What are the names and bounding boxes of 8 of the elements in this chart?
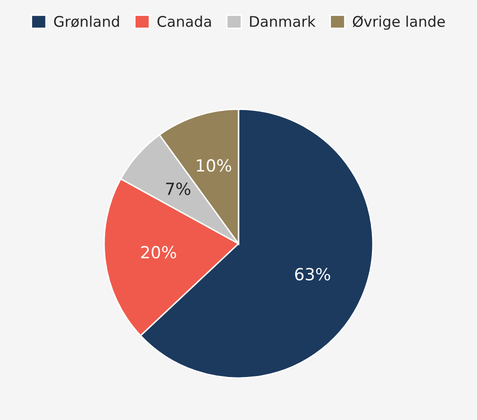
legend-label: Canada <box>158 16 211 27</box>
data-label: 20% <box>141 246 176 259</box>
legend-label: Grønland <box>54 16 119 28</box>
legend-label: Danmark <box>250 16 316 27</box>
data-label: 7% <box>166 182 190 196</box>
data-label: 10% <box>196 159 232 172</box>
data-label: 63% <box>295 268 330 280</box>
legend-label: Øvrige lande <box>352 16 445 30</box>
